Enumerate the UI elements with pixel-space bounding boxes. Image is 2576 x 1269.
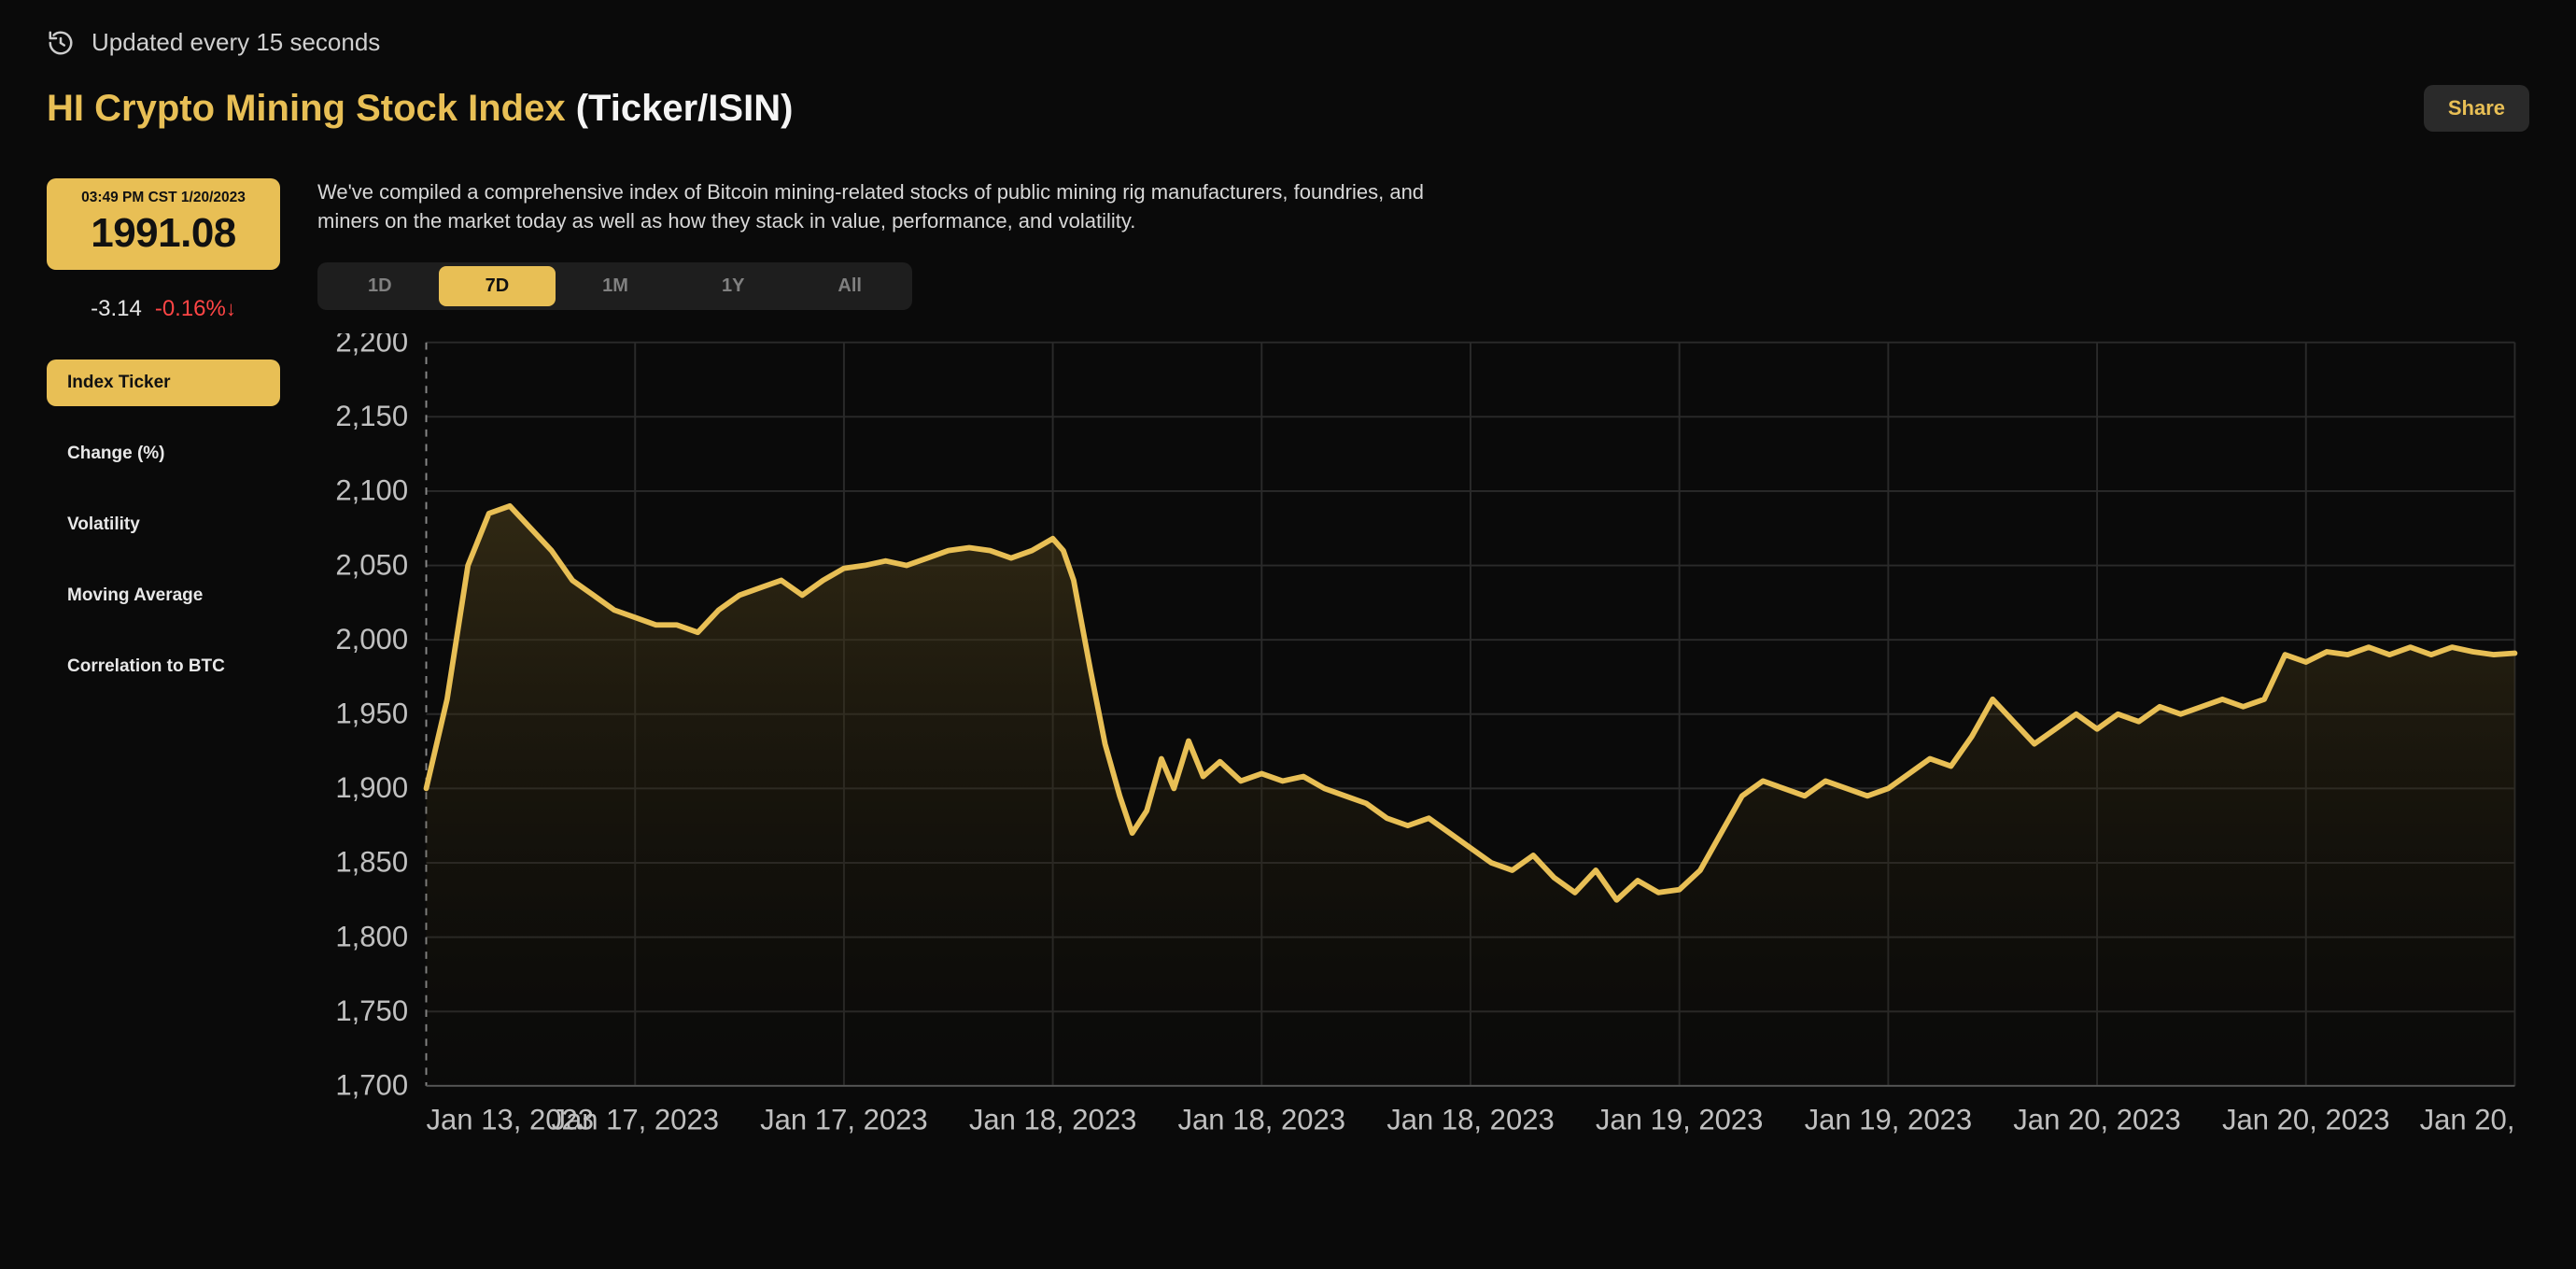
price-badge: 03:49 PM CST 1/20/2023 1991.08 (47, 178, 280, 270)
index-description: We've compiled a comprehensive index of … (317, 178, 1438, 236)
price-chart: 1,700 1,750 1,800 1,850 1,900 1,950 2,000 2,050… (317, 333, 2529, 1149)
range-tab-1y[interactable]: 1Y (675, 266, 791, 306)
price-value: 1991.08 (49, 210, 278, 257)
svg-text:Jan 20, 2023: Jan 20, 2023 (2222, 1103, 2390, 1135)
page-title: HI Crypto Mining Stock Index (Ticker/ISI… (47, 88, 793, 130)
range-tab-all[interactable]: All (791, 266, 908, 306)
title-prefix: HI Crypto Mining Stock Index (47, 88, 566, 129)
down-arrow-icon: ↓ (226, 297, 236, 320)
delta-absolute: -3.14 (91, 296, 142, 322)
title-suffix: (Ticker/ISIN) (576, 88, 794, 129)
svg-text:1,700: 1,700 (335, 1068, 408, 1101)
sidebar-tab-correlation-to-btc[interactable]: Correlation to BTC (47, 643, 280, 690)
range-tab-7d[interactable]: 7D (439, 266, 556, 306)
sidebar-tab-index-ticker[interactable]: Index Ticker (47, 360, 280, 406)
svg-text:1,950: 1,950 (335, 697, 408, 729)
svg-text:Jan 19, 2023: Jan 19, 2023 (1596, 1103, 1764, 1135)
svg-text:Jan 18, 2023: Jan 18, 2023 (1178, 1103, 1346, 1135)
svg-text:Jan 17, 2023: Jan 17, 2023 (760, 1103, 928, 1135)
svg-text:2,100: 2,100 (335, 473, 408, 506)
svg-text:Jan 20, 2023: Jan 20, 2023 (2013, 1103, 2181, 1135)
sidebar-tab-moving-average[interactable]: Moving Average (47, 572, 280, 619)
svg-text:2,200: 2,200 (335, 333, 408, 358)
svg-text:Jan 20,: Jan 20, (2420, 1103, 2515, 1135)
svg-text:1,850: 1,850 (335, 845, 408, 878)
svg-text:1,800: 1,800 (335, 920, 408, 952)
svg-text:2,050: 2,050 (335, 548, 408, 581)
svg-text:Jan 17, 2023: Jan 17, 2023 (551, 1103, 719, 1135)
svg-text:Jan 18, 2023: Jan 18, 2023 (1387, 1103, 1555, 1135)
range-tab-1m[interactable]: 1M (556, 266, 675, 306)
svg-text:1,900: 1,900 (335, 771, 408, 804)
refresh-icon (47, 29, 75, 57)
svg-text:Jan 18, 2023: Jan 18, 2023 (969, 1103, 1137, 1135)
price-timestamp: 03:49 PM CST 1/20/2023 (49, 190, 278, 206)
price-delta: -3.14 -0.16%↓ (47, 296, 280, 322)
range-tab-1d[interactable]: 1D (321, 266, 439, 306)
delta-percent: -0.16%↓ (155, 296, 236, 322)
sidebar-tab-volatility[interactable]: Volatility (47, 501, 280, 548)
sidebar-tab-change[interactable]: Change (%) (47, 430, 280, 477)
share-button[interactable]: Share (2424, 85, 2529, 132)
svg-text:2,000: 2,000 (335, 622, 408, 655)
svg-text:2,150: 2,150 (335, 400, 408, 432)
svg-text:1,750: 1,750 (335, 994, 408, 1027)
svg-text:Jan 19, 2023: Jan 19, 2023 (1805, 1103, 1973, 1135)
update-interval-text: Updated every 15 seconds (91, 28, 380, 57)
